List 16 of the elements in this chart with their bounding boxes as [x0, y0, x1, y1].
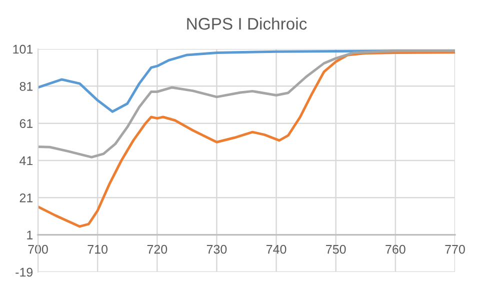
y-tick-label: -19 — [16, 268, 33, 277]
x-tick-label: 720 — [147, 244, 168, 254]
x-tick-label: 750 — [326, 244, 346, 254]
x-tick-label: 760 — [386, 244, 406, 254]
y-tick-label: 81 — [20, 82, 33, 91]
y-tick-label: 1 — [27, 230, 33, 240]
y-tick-label: 101 — [13, 44, 33, 54]
x-tick-label: 770 — [445, 244, 465, 254]
x-tick-label: 740 — [266, 244, 286, 254]
x-tick-label: 730 — [206, 244, 227, 254]
chart-title: NGPS I Dichroic — [187, 17, 307, 30]
y-tick-label: 61 — [20, 119, 33, 128]
y-tick-label: 21 — [20, 193, 33, 202]
y-tick-label: 41 — [20, 156, 33, 166]
x-tick-label: 700 — [28, 244, 48, 254]
x-tick-label: 710 — [88, 244, 108, 254]
